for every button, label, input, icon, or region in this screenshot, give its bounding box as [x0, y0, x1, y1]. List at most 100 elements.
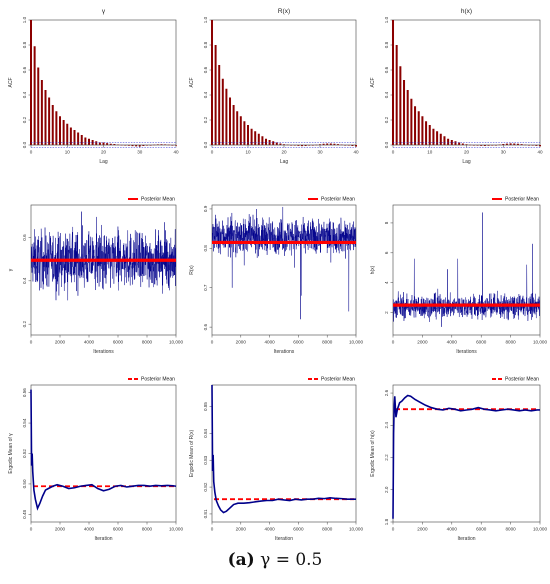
trace-line	[212, 206, 356, 320]
caption-text: γ = 0.5	[260, 550, 323, 570]
y-axis-label: ACF	[189, 78, 195, 88]
x-tick-label: 40	[353, 150, 359, 155]
panel-5: Iterations R(x) 0 2000 4000 6000 8000 10,000 0.6…	[189, 197, 363, 355]
legend: Posterior Mean	[128, 197, 175, 203]
acf-bar	[538, 145, 542, 147]
x-axis-label: Lag	[99, 159, 108, 165]
acf-bar	[37, 67, 40, 145]
y-axis-label: Ergodic Mean of R(x)	[189, 430, 195, 478]
y-tick-label: 0.82	[203, 482, 208, 491]
legend-label: Posterior Mean	[321, 197, 355, 203]
x-tick-label: 4000	[84, 527, 95, 532]
acf-bar	[502, 144, 505, 145]
plot-frame	[30, 204, 177, 336]
acf-bar	[443, 136, 446, 145]
acf-bar	[95, 141, 98, 145]
acf-bar	[106, 143, 109, 145]
plot-frame	[392, 204, 541, 336]
y-tick-label: 0.83	[203, 455, 208, 464]
x-tick-label: 0	[211, 527, 214, 532]
x-tick-label: 0	[392, 150, 395, 155]
acf-bar	[480, 145, 483, 146]
x-tick-label: 2000	[236, 340, 247, 345]
ergodic-mean-line	[392, 394, 540, 519]
panel-title: R(x)	[278, 8, 290, 15]
x-tick-label: 0	[30, 340, 33, 345]
acf-bar	[283, 144, 285, 145]
acf-bar	[40, 80, 43, 145]
acf-bar	[48, 97, 51, 145]
acf-bar	[131, 145, 134, 147]
x-tick-label: 10,000	[169, 340, 183, 345]
x-tick-label: 6000	[476, 527, 487, 532]
legend: Posterior Mean	[128, 377, 175, 383]
x-tick-label: 4000	[264, 340, 275, 345]
acf-bar	[164, 144, 167, 145]
x-tick-label: 40	[537, 150, 543, 155]
acf-bar	[447, 138, 450, 145]
acf-bar	[62, 120, 65, 145]
x-axis-label: Iteration	[457, 536, 475, 542]
acf-bar	[297, 145, 300, 146]
acf-bar	[221, 78, 224, 145]
x-tick-label: 8000	[322, 527, 333, 532]
acf-bar	[59, 116, 61, 145]
acf-bar	[304, 145, 307, 146]
acf-bar	[243, 121, 246, 145]
caption-label: (a)	[227, 550, 255, 570]
x-axis-label: Iteration	[275, 536, 293, 542]
acf-bar	[218, 65, 221, 145]
panel-6: Iterations h(x) 0 2000 4000 6000 8000 10,000 2 4 6…	[370, 197, 547, 355]
y-tick-label: 0.85	[203, 402, 208, 411]
acf-bar	[301, 145, 303, 147]
legend: Posterior Mean	[492, 197, 539, 203]
y-tick-label: 2.6	[384, 389, 389, 396]
acf-bar	[146, 145, 148, 146]
y-tick-label: 2.0	[384, 486, 389, 493]
acf-bar	[102, 142, 105, 145]
acf-bar	[458, 142, 461, 145]
x-tick-label: 10,000	[533, 340, 547, 345]
acf-bar	[391, 20, 395, 145]
acf-bar	[124, 145, 127, 146]
y-tick-label: 0.0	[22, 141, 27, 148]
acf-bar	[450, 140, 453, 145]
x-tick-label: 8000	[142, 527, 153, 532]
acf-bar	[509, 143, 512, 145]
acf-bar	[311, 145, 314, 146]
acf-bar	[66, 123, 69, 145]
ergodic-mean-line	[30, 389, 177, 511]
y-tick-label: 0.8	[384, 41, 389, 48]
y-tick-label: 0.50	[22, 479, 27, 488]
panel-4: Iterations γ 0 2000 4000 6000 8000 10,000 0.2 0.4…	[8, 197, 183, 355]
y-axis-label: Ergodic Mean of γ	[8, 433, 14, 474]
acf-bar	[254, 131, 257, 145]
panel-1: γ Lag ACF 0 10 20 30 40 0.0 0.2 0.4 0.6 0.8 1.0	[8, 8, 179, 165]
acf-bar	[98, 142, 101, 145]
acf-bar	[513, 143, 516, 145]
acf-bar	[461, 143, 464, 145]
x-tick-label: 20	[281, 150, 287, 155]
acf-bar	[250, 128, 253, 145]
acf-bar	[403, 80, 406, 145]
x-tick-label: 2000	[236, 527, 247, 532]
acf-bar	[465, 144, 468, 145]
x-tick-label: 6000	[293, 340, 304, 345]
x-tick-label: 30	[137, 150, 143, 155]
acf-bar	[156, 144, 159, 145]
legend-label: Posterior Mean	[141, 377, 175, 383]
acf-bar	[265, 138, 267, 145]
legend: Posterior Mean	[308, 377, 355, 383]
acf-bar	[308, 145, 311, 146]
acf-bar	[44, 90, 47, 145]
acf-bar	[84, 137, 87, 145]
y-tick-label: 2	[384, 311, 389, 314]
acf-bar	[428, 125, 431, 145]
acf-bar	[135, 145, 138, 147]
plot-frame	[392, 384, 541, 523]
x-tick-label: 0	[211, 340, 214, 345]
acf-bar	[80, 135, 83, 145]
y-axis-label: R(x)	[189, 265, 195, 275]
acf-bar	[88, 138, 90, 145]
